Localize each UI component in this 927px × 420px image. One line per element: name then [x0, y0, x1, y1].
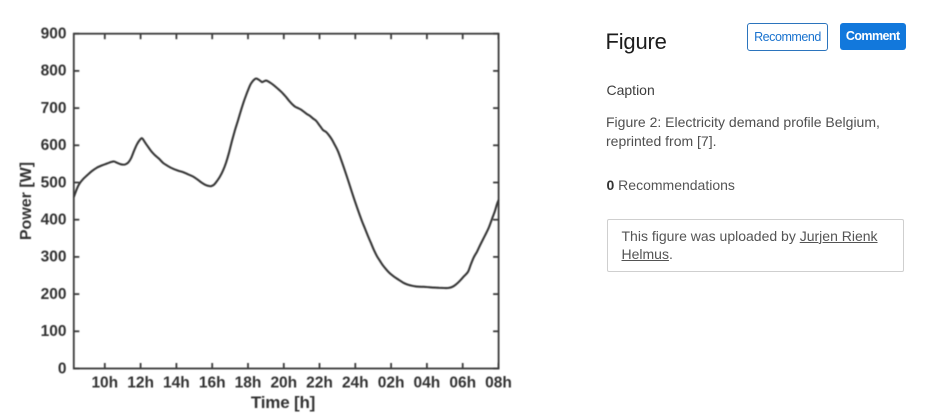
svg-text:24h: 24h	[342, 375, 369, 392]
svg-text:100: 100	[41, 323, 67, 340]
svg-text:10h: 10h	[91, 375, 118, 392]
svg-text:06h: 06h	[449, 375, 476, 392]
svg-text:20h: 20h	[270, 375, 297, 392]
svg-text:200: 200	[41, 286, 67, 303]
svg-text:18h: 18h	[235, 375, 262, 392]
svg-text:700: 700	[41, 100, 67, 117]
svg-text:400: 400	[41, 212, 67, 229]
svg-text:900: 900	[41, 26, 67, 43]
svg-text:22h: 22h	[306, 375, 333, 392]
svg-text:12h: 12h	[127, 375, 154, 392]
svg-text:14h: 14h	[163, 375, 190, 392]
svg-text:Power [W]: Power [W]	[18, 162, 35, 240]
svg-text:300: 300	[41, 249, 67, 266]
svg-text:02h: 02h	[378, 375, 405, 392]
svg-text:08h: 08h	[485, 375, 512, 392]
svg-text:500: 500	[41, 174, 67, 191]
svg-text:Time [h]: Time [h]	[251, 393, 315, 412]
svg-text:04h: 04h	[414, 375, 441, 392]
svg-text:0: 0	[58, 360, 67, 377]
svg-text:600: 600	[41, 137, 67, 154]
svg-text:800: 800	[41, 63, 67, 80]
svg-text:16h: 16h	[199, 375, 226, 392]
